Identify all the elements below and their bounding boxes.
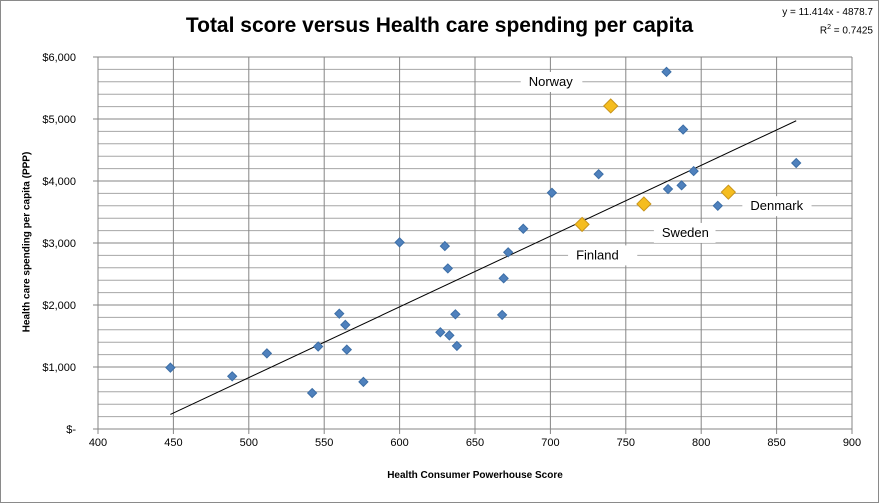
grid-layer — [98, 56, 853, 429]
data-point — [444, 330, 455, 341]
data-point — [677, 124, 689, 135]
data-point — [394, 237, 405, 248]
x-tick-label: 600 — [390, 437, 408, 449]
data-point — [688, 165, 699, 177]
y-axis-title: Health care spending per capita (PPP) — [21, 151, 33, 333]
x-tick-label: 550 — [315, 437, 333, 449]
y-tick-label: $5,000 — [42, 114, 76, 126]
data-point — [518, 223, 529, 234]
data-point — [662, 183, 674, 195]
r-squared-prefix: R — [819, 25, 828, 37]
data-point — [341, 344, 353, 355]
data-point-denmark — [720, 184, 737, 200]
data-point — [165, 362, 176, 373]
data-point — [676, 180, 687, 191]
data-point — [790, 157, 802, 169]
y-tick-label: $6,000 — [42, 52, 76, 64]
labels-layer: Norway Finland Sweden Denmark — [520, 71, 812, 266]
y-tick-label: $- — [66, 424, 76, 436]
data-point — [439, 240, 451, 252]
data-point — [340, 319, 351, 331]
data-point — [435, 327, 446, 338]
x-tick-label: 850 — [767, 437, 785, 449]
data-point — [450, 309, 461, 320]
x-axis-title: Health Consumer Powerhouse Score — [387, 470, 563, 481]
x-tick-label: 700 — [541, 437, 559, 449]
country-label-bg — [520, 71, 583, 92]
data-point — [498, 273, 509, 284]
y-tick-label: $4,000 — [42, 176, 76, 188]
trendline-equation: y = 11.414x - 4878.7 — [782, 7, 873, 18]
data-point — [496, 309, 508, 321]
data-point — [334, 308, 345, 319]
data-point — [312, 341, 324, 352]
data-point — [306, 387, 318, 399]
x-tick-label: 500 — [240, 437, 258, 449]
x-tick-label: 400 — [89, 437, 107, 449]
trendline-equation-box: y = 11.414x - 4878.7 R2 = 0.7425 — [782, 5, 873, 38]
axis-layer: $- $1,000 $2,000 $3,000 $4,000 $5,000 $6,000 40… — [42, 52, 861, 449]
data-point-sweden — [636, 196, 652, 212]
x-tick-label: 450 — [164, 437, 182, 449]
data-point — [593, 168, 604, 180]
y-tick-label: $2,000 — [42, 300, 76, 312]
data-point — [546, 187, 558, 198]
country-label-denmark: Denmark — [750, 198, 803, 213]
chart-title: Total score versus Health care spending … — [185, 14, 694, 37]
country-label-sweden: Sweden — [662, 225, 709, 240]
data-point — [358, 376, 369, 388]
data-point — [502, 247, 514, 258]
data-point — [261, 348, 273, 359]
country-label-bg — [742, 196, 812, 217]
r-squared-value: = 0.7425 — [831, 25, 873, 37]
x-tick-label: 650 — [466, 437, 484, 449]
data-point-norway — [603, 98, 619, 114]
country-label-bg — [568, 245, 638, 266]
x-tick-label: 750 — [617, 437, 635, 449]
data-point — [227, 371, 238, 382]
x-tick-label: 800 — [692, 437, 710, 449]
points-layer — [165, 66, 802, 399]
r-squared-exponent: 2 — [827, 24, 832, 31]
country-label-norway: Norway — [529, 74, 574, 89]
y-tick-label: $3,000 — [42, 238, 76, 250]
y-tick-label: $1,000 — [42, 362, 76, 374]
data-point — [451, 340, 463, 352]
data-point — [442, 263, 454, 274]
country-label-finland: Finland — [576, 247, 619, 262]
data-point-finland — [574, 216, 590, 233]
x-tick-label: 900 — [843, 437, 861, 449]
data-point — [712, 200, 723, 212]
country-label-bg — [653, 222, 716, 243]
data-point — [661, 66, 672, 78]
trendline-r-squared: R2 = 0.7425 — [782, 20, 873, 38]
